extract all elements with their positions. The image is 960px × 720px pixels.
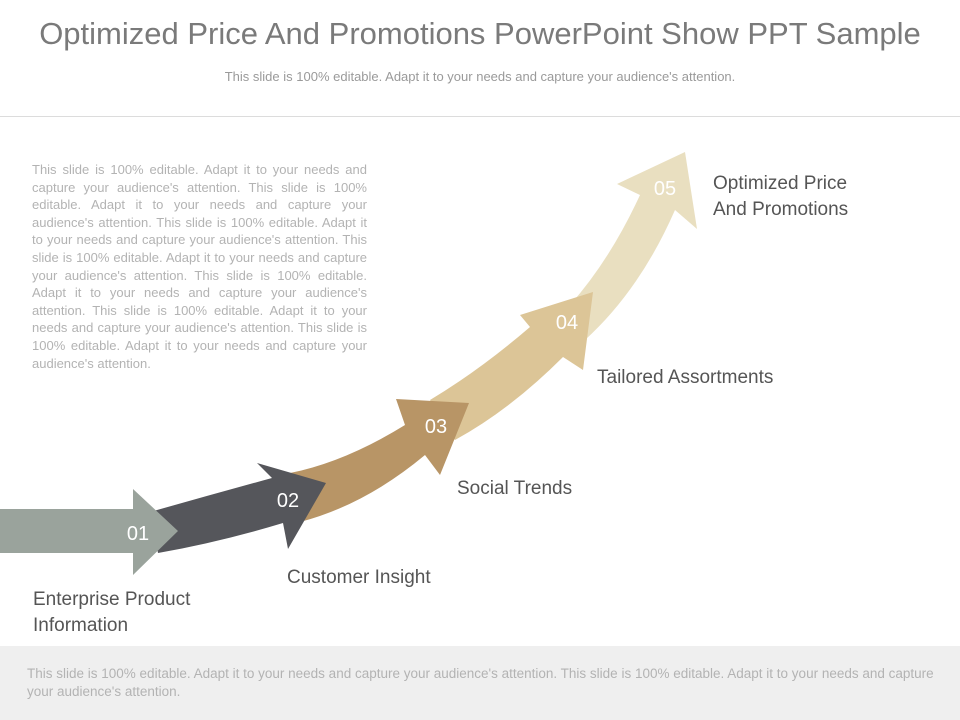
body-paragraph: This slide is 100% editable. Adapt it to… — [32, 162, 367, 371]
step-number-02: 02 — [277, 490, 299, 512]
arrow-segment-02 — [150, 463, 326, 553]
step-number-05: 05 — [654, 178, 676, 200]
arrow-segment-05 — [570, 152, 697, 340]
slide-subtitle: This slide is 100% editable. Adapt it to… — [224, 69, 736, 84]
step-label-05: Optimized Price And Promotions — [713, 173, 849, 220]
step-number-01: 01 — [127, 523, 149, 545]
step-label-04: Tailored Assortments — [597, 367, 774, 388]
step-label-03: Social Trends — [457, 478, 573, 499]
arrow-segment-01 — [0, 489, 178, 575]
footer-text: This slide is 100% editable. Adapt it to… — [27, 666, 934, 699]
footer-band: This slide is 100% editable. Adapt it to… — [0, 646, 960, 720]
header-divider — [0, 116, 960, 117]
step-label-01: Enterprise Product Information — [33, 589, 191, 636]
arrow-segment-03 — [290, 399, 469, 522]
step-number-03: 03 — [425, 416, 447, 438]
arrow-segment-04 — [430, 292, 593, 440]
step-label-02: Customer Insight — [287, 567, 431, 588]
step-number-04: 04 — [556, 312, 578, 334]
slide-title: Optimized Price And Promotions PowerPoin… — [39, 16, 921, 51]
